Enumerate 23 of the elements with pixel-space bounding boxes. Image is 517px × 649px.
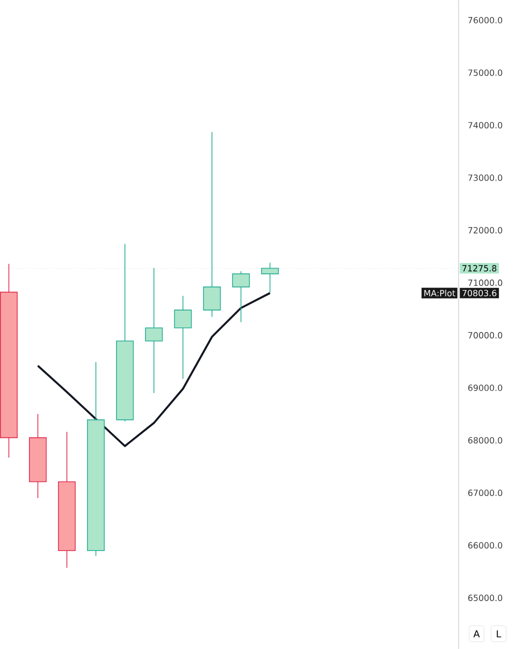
candlestick [232, 270, 250, 323]
y-tick-label: 69000.0 [468, 384, 502, 391]
text: A [474, 630, 480, 638]
candlestick [203, 132, 221, 318]
text: 70803.6 [462, 290, 497, 296]
y-tick-label: 74000.0 [468, 122, 502, 128]
ref-line-label: 71275.8 [462, 265, 497, 272]
y-tick-label: 73000.0 [468, 174, 502, 181]
candlestick [261, 262, 280, 294]
legend-label: MA:Plot [424, 290, 456, 296]
y-tick-label: 66000.0 [468, 542, 502, 549]
candlestick [174, 295, 192, 380]
y-tick-label: 75000.0 [468, 69, 502, 76]
y-tick-label: 68000.0 [468, 437, 502, 444]
y-tick-label: 72000.0 [468, 227, 502, 234]
y-tick-label: 71000.0 [468, 280, 502, 286]
y-tick-label: 67000.0 [468, 490, 502, 496]
text: L [497, 630, 502, 638]
y-tick-label: 70000.0 [468, 332, 502, 338]
y-tick-label: 65000.0 [468, 594, 502, 602]
y-tick-label: 76000.0 [468, 16, 502, 24]
line-series [37, 292, 272, 448]
candlestick [145, 268, 163, 394]
